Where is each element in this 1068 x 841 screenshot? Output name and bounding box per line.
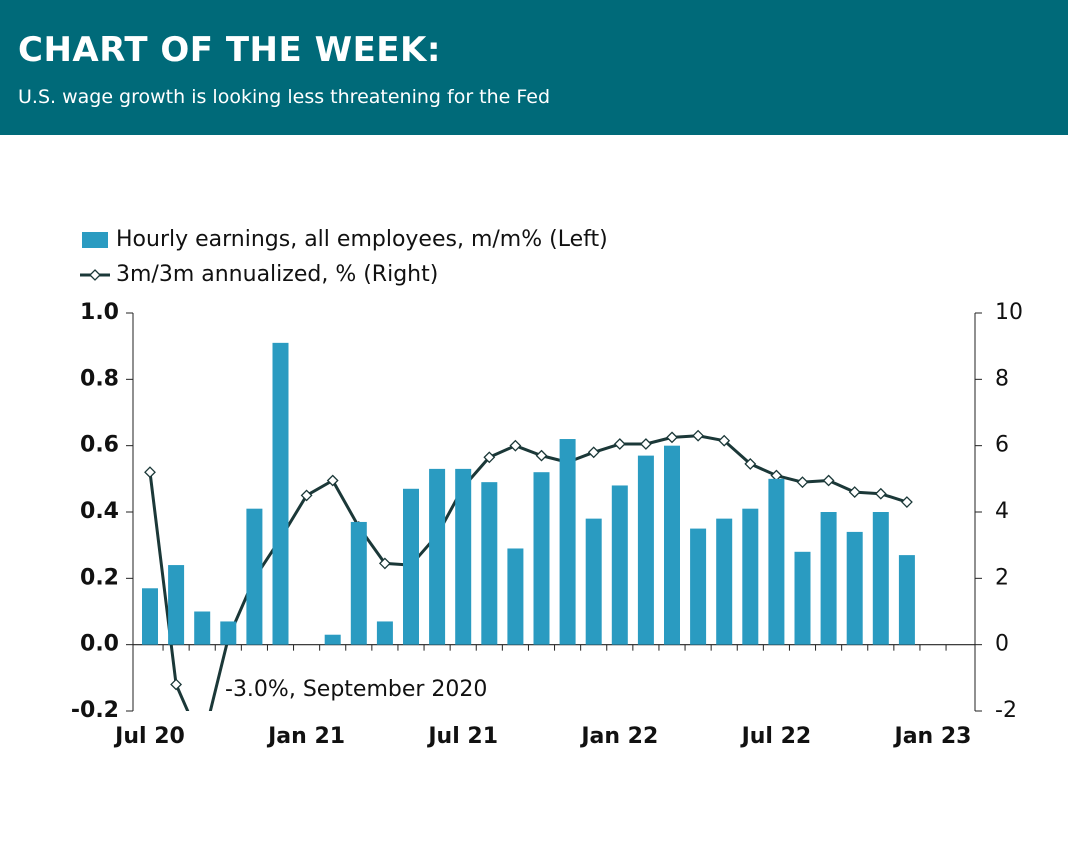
marker: [874, 487, 887, 500]
x-tick-label: Jan 21: [266, 724, 345, 749]
y2-tick-label: 10: [995, 300, 1023, 325]
bar: [350, 521, 367, 645]
y2-tick-label: 0: [995, 632, 1009, 657]
bar: [324, 634, 341, 645]
bar: [664, 445, 680, 645]
x-tick-label: Jul 20: [113, 724, 185, 749]
bar: [246, 508, 263, 645]
y2-tick-label: 8: [995, 366, 1009, 391]
legend-label: 3m/3m annualized, % (Right): [116, 262, 438, 287]
marker: [666, 431, 678, 444]
bar: [898, 555, 915, 645]
marker: [197, 739, 207, 749]
marker: [796, 476, 809, 489]
marker: [692, 429, 705, 442]
marker: [535, 449, 548, 462]
y2-tick-label: -2: [995, 698, 1017, 723]
y2-tick-label: 6: [995, 433, 1009, 458]
bar: [846, 531, 863, 645]
bar: [168, 565, 185, 645]
legend-swatch: [82, 232, 108, 248]
plot-area: [144, 429, 913, 749]
bar: [742, 508, 759, 645]
marker: [639, 438, 652, 450]
marker: [900, 496, 913, 508]
marker: [509, 439, 522, 452]
bar: [507, 548, 524, 645]
bar: [768, 478, 785, 645]
marker: [587, 446, 600, 459]
marker: [848, 486, 861, 499]
bar: [429, 468, 446, 645]
bar: [872, 512, 889, 645]
y-tick-label: 0.2: [80, 565, 119, 590]
y2-tick-label: 2: [995, 565, 1009, 590]
bar: [611, 485, 628, 645]
bar: [585, 518, 602, 645]
y-tick-label: 0.0: [80, 632, 119, 657]
bar: [376, 621, 393, 645]
marker: [170, 678, 183, 691]
bar: [481, 482, 498, 645]
x-tick-label: Jul 21: [426, 724, 498, 749]
bar: [272, 342, 289, 645]
bar: [194, 611, 211, 645]
header: CHART OF THE WEEK: U.S. wage growth is l…: [0, 0, 1068, 135]
y-tick-label: 0.4: [80, 499, 119, 524]
bar: [690, 528, 707, 645]
bar: [637, 455, 654, 645]
legend-marker: [89, 269, 101, 281]
marker: [378, 557, 391, 570]
marker: [613, 438, 626, 450]
subtitle: U.S. wage growth is looking less threate…: [18, 86, 551, 108]
bar: [220, 621, 237, 645]
bar: [142, 588, 158, 645]
marker: [300, 489, 313, 502]
y-tick-label: 0.8: [80, 366, 119, 391]
y-tick-label: 0.6: [80, 433, 119, 458]
bar: [455, 468, 472, 645]
marker: [144, 466, 156, 479]
bar: [403, 488, 419, 645]
legend-label: Hourly earnings, all employees, m/m% (Le…: [116, 227, 608, 252]
x-tick-label: Jan 22: [579, 724, 658, 749]
x-tick-label: Jul 22: [740, 724, 812, 749]
x-tick-label: Jan 23: [893, 724, 972, 749]
bar: [820, 512, 837, 645]
y-tick-label: -0.2: [71, 698, 119, 723]
bar: [716, 518, 733, 645]
marker: [483, 451, 496, 464]
marker: [326, 474, 339, 487]
marker: [718, 434, 731, 447]
title: CHART OF THE WEEK:: [18, 30, 441, 70]
bar: [559, 439, 576, 645]
bar: [794, 551, 811, 645]
y-tick-label: 1.0: [80, 300, 119, 325]
marker: [822, 474, 835, 487]
y2-tick-label: 4: [995, 499, 1009, 524]
bar: [533, 472, 550, 645]
annotation: -3.0%, September 2020: [225, 677, 487, 702]
marker: [744, 457, 757, 470]
